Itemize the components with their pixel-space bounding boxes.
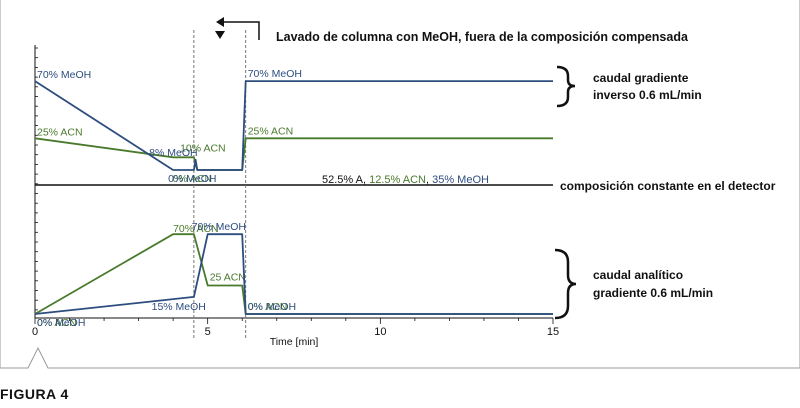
x-tick-label: 10: [374, 326, 386, 338]
x-tick-label: 15: [547, 326, 559, 338]
middle-label: composición constante en el detector: [560, 179, 776, 193]
lower-acn-data-label: 0% ACN: [248, 301, 288, 313]
lower-label-line-2: gradiente 0.6 mL/min: [593, 286, 713, 300]
upper-meoh-data-label: 70% MeOH: [248, 68, 302, 80]
chart-area: 0 5 10 15 25% ACN 10% ACN 0% ACN 25% ACN 70% MeO…: [32, 30, 559, 340]
upper-acn-data-label: 10% ACN: [180, 142, 226, 154]
lower-meoh-data-label: 0% MeOH: [37, 317, 85, 329]
lower-acn-data-label: 25 ACN: [210, 272, 246, 284]
upper-acn-data-label: 25% ACN: [248, 125, 294, 137]
upper-meoh-data-label: 8% MeOH: [149, 147, 197, 159]
lower-meoh-data-label: 70% MeOH: [192, 221, 246, 233]
x-tick-label: 0: [32, 326, 38, 338]
lower-meoh-data-label: 15% MeOH: [152, 301, 206, 313]
annotation-arrow-head: [216, 17, 224, 27]
detector-composition-meoh: 35% MeOH: [432, 174, 489, 186]
upper-meoh-series-line: [34, 80, 553, 171]
detector-composition-sep: ,: [426, 174, 432, 186]
upper-acn-series-line: [34, 137, 553, 171]
figure-frame: [0, 0, 800, 369]
upper-brace: [556, 65, 576, 108]
detector-composition: 52.5% A, 12.5% ACN, 35% MeOH: [322, 174, 489, 186]
lower-meoh-series-line: [34, 233, 553, 315]
upper-acn-data-label: 25% ACN: [37, 126, 83, 138]
lower-brace: [554, 248, 577, 320]
upper-label-line-1: caudal gradiente: [593, 71, 689, 85]
detector-composition-a: 52.5% A,: [322, 174, 369, 186]
figure-caption: FIGURA 4: [0, 386, 69, 402]
annotation-arrow-line: [224, 21, 260, 40]
annotation-top: Lavado de columna con MeOH, fuera de la …: [276, 30, 689, 44]
x-axis-label: Time [min]: [270, 336, 319, 348]
upper-meoh-data-label: 0% MeOH: [168, 173, 216, 185]
down-triangle-icon: [215, 31, 225, 39]
lower-acn-data-label: 70% ACN: [173, 223, 219, 235]
detector-composition-acn: 12.5% ACN: [369, 174, 426, 186]
lower-label-line-1: caudal analítico: [593, 268, 683, 282]
x-tick-label: 5: [205, 326, 211, 338]
upper-meoh-data-label: 70% MeOH: [37, 69, 91, 81]
lower-meoh-data-label: 0% MeOH: [248, 301, 296, 313]
upper-label-line-2: inverso 0.6 mL/min: [593, 88, 702, 102]
lower-acn-data-label: 0% ACN: [37, 317, 77, 329]
upper-acn-data-label: 0% ACN: [172, 173, 212, 185]
